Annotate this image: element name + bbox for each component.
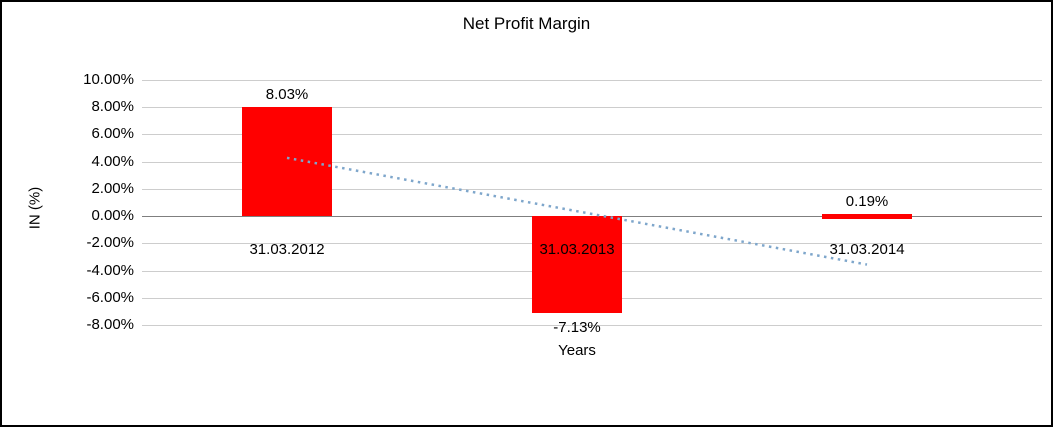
gridline [142,107,1042,109]
data-label: 0.19% [845,192,889,210]
y-tick-label: 8.00% [91,98,134,116]
bar [532,216,622,314]
category-label: 31.03.2012 [249,241,325,259]
category-label: 31.03.2013 [539,241,615,259]
x-axis-title: Years [558,342,596,359]
data-label: -7.13% [553,319,601,337]
y-tick-label: -6.00% [86,288,134,306]
gridline [142,80,1042,81]
gridline [142,325,1042,326]
y-tick-label: 2.00% [91,179,134,197]
data-label: 8.03% [265,85,309,103]
y-tick-label: 10.00% [83,71,134,88]
gridline [142,134,1042,136]
y-tick-label: -4.00% [86,261,134,279]
y-tick-label: -8.00% [86,316,134,333]
y-tick-label: 0.00% [91,207,134,225]
y-tick-label: -2.00% [86,234,134,252]
y-tick-label: 4.00% [91,152,134,170]
category-label: 31.03.2014 [829,241,905,259]
bar [242,106,332,217]
chart-title: Net Profit Margin [462,14,591,33]
bar [822,213,912,219]
y-tick-label: 6.00% [91,125,134,143]
